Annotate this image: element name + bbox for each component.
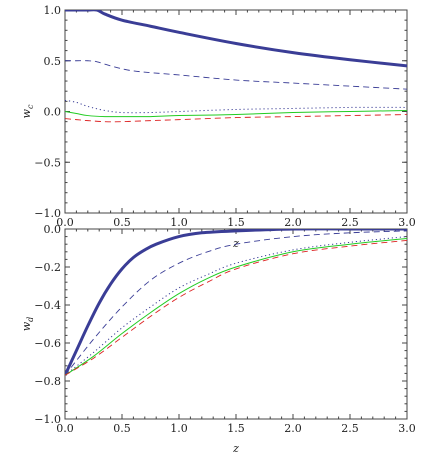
y-tick-label: 1.0: [44, 4, 62, 17]
series-line-3: [65, 236, 407, 376]
x-axis-label: z: [232, 442, 239, 455]
top-panel: 0.0 0.5 1.0 1.5 2.0 2.5 3.0 1.0 0.5 0.0 −0.5 −1.0 z w…: [20, 4, 416, 250]
x-tick-label: 0.5: [113, 422, 131, 435]
series-line-2: [65, 60, 407, 90]
bottom-panel: 0.0 0.5 1.0 1.5 2.0 2.5 3.0 0.0 −0.2 −0.4 −0.6 −0.8…: [20, 223, 416, 455]
series-line-2: [65, 230, 407, 376]
y-tick-label: 0.0: [44, 223, 62, 236]
series-line-3: [65, 99, 407, 114]
series-line-1: [65, 10, 407, 68]
series-line-4: [65, 238, 407, 376]
y-tick-label: −0.4: [34, 299, 61, 312]
y-tick-label: −1.0: [34, 207, 61, 220]
x-tick-label: 0.5: [113, 216, 131, 229]
x-tick-label: 3.0: [398, 216, 416, 229]
x-tick-label: 1.0: [170, 422, 188, 435]
x-tick-label: 2.5: [341, 422, 359, 435]
y-tick-label: −0.6: [34, 337, 61, 350]
y-tick-label: 0.0: [44, 106, 62, 119]
x-tick-label: 2.0: [284, 422, 302, 435]
x-tick-label: 1.0: [170, 216, 188, 229]
y-axis-label: wd: [20, 317, 35, 332]
x-tick-label: 0.0: [56, 422, 74, 435]
y-tick-label: −0.5: [34, 156, 61, 169]
y-tick-label: −1.0: [34, 413, 61, 426]
x-tick-label: 1.5: [227, 422, 245, 435]
x-axis-label: z: [232, 237, 239, 250]
x-tick-label: 1.5: [227, 216, 245, 229]
x-tick-label: 0.0: [56, 216, 74, 229]
x-tick-label: 2.0: [284, 216, 302, 229]
y-tick-label: 0.5: [44, 55, 62, 68]
series-line-5: [65, 114, 407, 123]
x-tick-label: 2.5: [341, 216, 359, 229]
plot-frame: [64, 228, 408, 420]
y-tick-label: −0.8: [34, 375, 61, 388]
x-tick-label: 3.0: [398, 422, 416, 435]
series-line-1: [65, 229, 407, 376]
y-axis-label: wc: [20, 104, 35, 118]
series-line-4: [65, 109, 407, 118]
y-tick-label: −0.2: [34, 261, 61, 274]
series-line-5: [65, 239, 407, 376]
